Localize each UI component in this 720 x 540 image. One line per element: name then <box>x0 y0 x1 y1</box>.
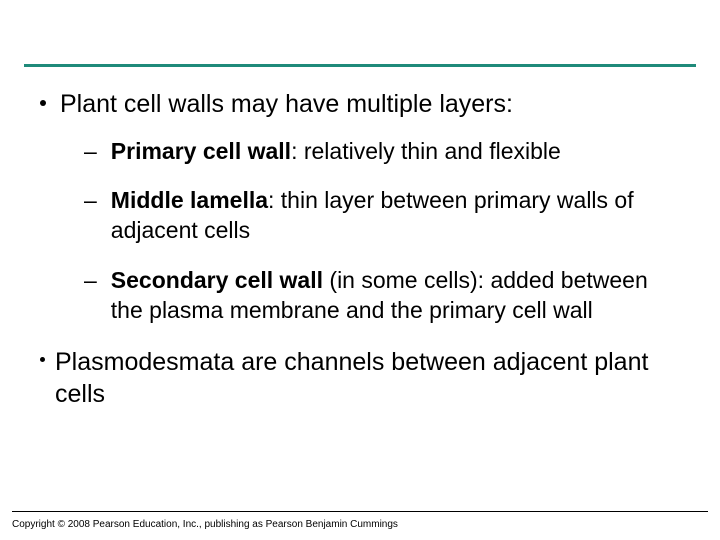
sub-bold: Middle lamella <box>111 187 268 213</box>
sub-item-middle-lamella: – Middle lamella: thin layer between pri… <box>84 186 680 246</box>
sub-text: Primary cell wall: relatively thin and f… <box>111 137 561 167</box>
slide: Plant cell walls may have multiple layer… <box>0 0 720 540</box>
dash-icon: – <box>84 266 97 296</box>
dash-icon: – <box>84 186 97 216</box>
top-divider-rule <box>24 64 696 67</box>
bullet-text: Plasmodesmata are channels between adjac… <box>55 346 680 411</box>
slide-content: Plant cell walls may have multiple layer… <box>40 88 680 427</box>
sub-text: Middle lamella: thin layer between prima… <box>111 186 680 246</box>
sub-text: Secondary cell wall (in some cells): add… <box>111 266 680 326</box>
sub-bullet-list: – Primary cell wall: relatively thin and… <box>84 137 680 326</box>
bottom-divider-rule <box>12 511 708 512</box>
sub-item-primary-wall: – Primary cell wall: relatively thin and… <box>84 137 680 167</box>
sub-rest: : relatively thin and flexible <box>291 138 561 164</box>
bullet-text: Plant cell walls may have multiple layer… <box>60 88 513 121</box>
sub-bold: Primary cell wall <box>111 138 291 164</box>
bullet-dot-icon <box>40 100 46 106</box>
copyright-line: Copyright © 2008 Pearson Education, Inc.… <box>12 519 398 530</box>
sub-item-secondary-wall: – Secondary cell wall (in some cells): a… <box>84 266 680 326</box>
bullet-item-layers: Plant cell walls may have multiple layer… <box>40 88 680 121</box>
bullet-dot-icon <box>40 357 45 362</box>
dash-icon: – <box>84 137 97 167</box>
sub-bold: Secondary cell wall <box>111 267 323 293</box>
bullet-item-plasmodesmata: Plasmodesmata are channels between adjac… <box>40 346 680 411</box>
